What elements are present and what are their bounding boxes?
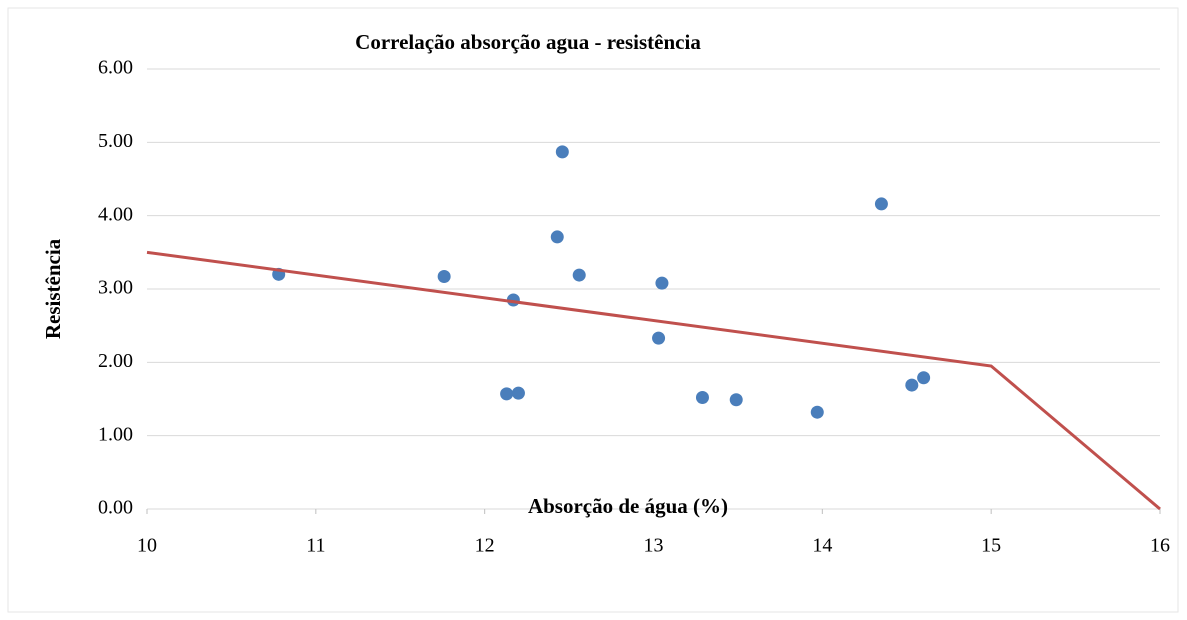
point	[729, 393, 743, 407]
x-tick-label: 14	[812, 535, 832, 557]
point	[917, 371, 931, 385]
x-axis-title: Absorção de água (%)	[528, 494, 728, 518]
y-tick-label: 5.00	[98, 130, 133, 152]
point	[550, 230, 564, 244]
x-tick-label: 12	[475, 535, 495, 557]
y-tick-label: 3.00	[98, 277, 133, 299]
point	[572, 268, 586, 282]
point	[695, 391, 709, 405]
y-tick-label: 0.00	[98, 497, 133, 519]
x-tick-label: 11	[306, 535, 325, 557]
point	[437, 270, 451, 284]
x-tick-label: 10	[137, 535, 157, 557]
y-axis-title: Resistência	[41, 238, 65, 339]
y-tick-label: 1.00	[98, 423, 133, 445]
point	[874, 197, 888, 211]
y-tick-label: 4.00	[98, 203, 133, 225]
point	[655, 276, 669, 290]
x-tick-label: 15	[981, 535, 1001, 557]
y-tick-label: 2.00	[98, 350, 133, 372]
x-tick-label: 13	[644, 535, 664, 557]
chart-frame	[7, 7, 1179, 613]
point	[810, 405, 824, 419]
point	[500, 387, 514, 401]
chart-title: Correlação absorção agua - resistência	[355, 30, 701, 54]
point	[555, 145, 569, 159]
point	[905, 378, 919, 392]
point	[652, 331, 666, 345]
line	[146, 250, 1161, 511]
point	[511, 386, 525, 400]
x-tick-label: 16	[1150, 535, 1170, 557]
y-tick-label: 6.00	[98, 57, 133, 79]
